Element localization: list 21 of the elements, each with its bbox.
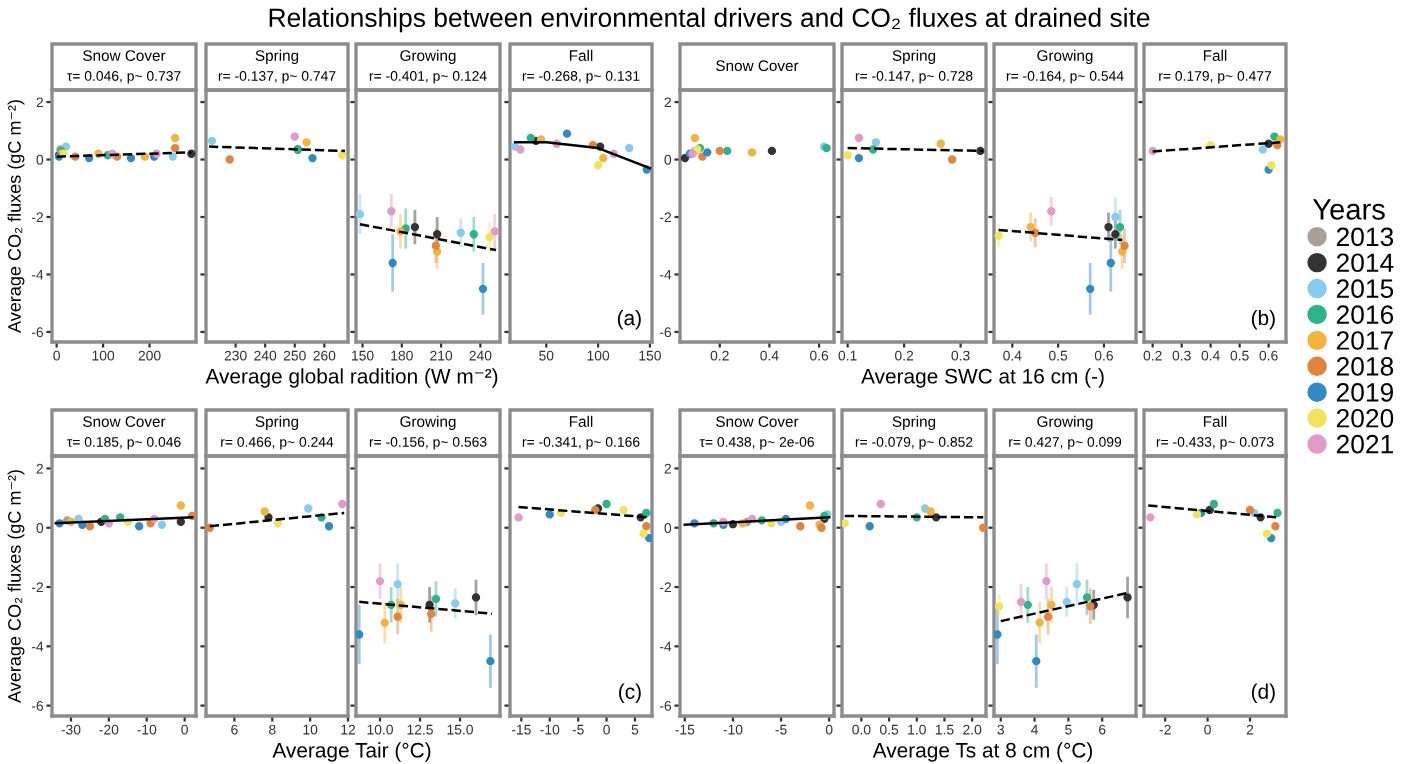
legend-title: Years <box>1312 199 1385 220</box>
y-axis-title: Average CO₂ fluxes (gC m⁻²) <box>7 470 25 703</box>
text: Relationships between environmental drivers and CO₂ fluxes at drained site <box>269 7 1150 33</box>
legend-label: 2019 <box>1336 383 1394 402</box>
annotation: (b) <box>1251 309 1275 330</box>
legend-label: 2017 <box>1336 331 1393 350</box>
annotation: (a) <box>617 309 641 330</box>
x-axis-title: Average global radition (W m⁻²) <box>205 368 498 388</box>
x-axis-title: Average Ts at 8 cm (°C) <box>872 742 1093 762</box>
y-axis-title: Average CO₂ fluxes (gC m⁻²) <box>7 100 25 333</box>
legend-label: 2018 <box>1336 357 1394 376</box>
legend-label: 2021 <box>1336 434 1393 454</box>
legend-label: 2013 <box>1336 227 1394 247</box>
legend-label: 2015 <box>1336 279 1394 299</box>
legend-label: 2016 <box>1336 305 1394 324</box>
x-axis-title: Average SWC at 16 cm (-) <box>861 368 1104 388</box>
legend-label: 2014 <box>1336 253 1394 273</box>
x-axis-title: Average Tair (°C) <box>272 742 431 762</box>
annotation: (c) <box>619 683 641 703</box>
legend-label: 2020 <box>1336 408 1394 428</box>
annotation: (d) <box>1251 683 1275 703</box>
